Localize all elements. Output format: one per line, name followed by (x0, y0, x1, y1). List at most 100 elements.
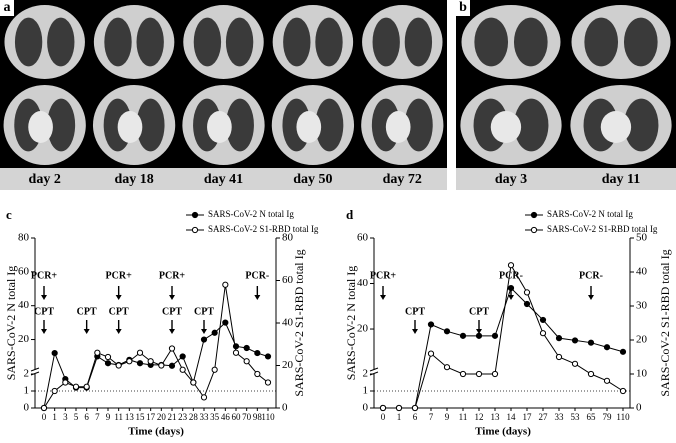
arrow-head (169, 295, 175, 300)
x-tick-label: 6 (413, 412, 418, 422)
arrow-head (412, 329, 418, 334)
ct-lung (14, 17, 43, 67)
annotation: CPT (77, 306, 97, 317)
x-tick-label: 13 (125, 412, 135, 422)
ct-lung (513, 17, 548, 67)
data-point (40, 404, 48, 412)
data-point (427, 350, 435, 357)
ct-lung (372, 17, 400, 67)
x-tick-label: 110 (261, 412, 275, 422)
data-point (587, 339, 595, 346)
arrow-head (41, 329, 47, 334)
legend-label: SARS-CoV-2 S1-RBD total Ig (208, 224, 319, 234)
y-tick-label: 60 (357, 232, 369, 244)
x-tick-label: 11 (114, 412, 123, 422)
day-label: day 72 (383, 172, 422, 187)
ct-heart (28, 111, 53, 143)
data-point (571, 360, 579, 367)
x-tick-label: 0 (381, 412, 386, 422)
y-tick-label: 80 (18, 232, 30, 244)
data-point (190, 379, 197, 386)
ct-lung (136, 17, 164, 67)
data-point (51, 387, 58, 395)
panel-b-tag (456, 0, 470, 16)
data-point (126, 358, 133, 365)
x-tick-label: 9 (106, 412, 111, 422)
x-tick-label: 17 (146, 412, 156, 422)
ct-lung (283, 17, 311, 67)
data-point (491, 332, 499, 339)
data-point (443, 328, 451, 335)
ct-lung (225, 98, 254, 152)
data-point (222, 319, 229, 326)
x-tick-label: 11 (459, 412, 468, 422)
y-tick-label: 20 (357, 323, 369, 335)
ct-heart (385, 111, 411, 143)
x-tick-label: 7 (429, 412, 434, 422)
data-point (104, 360, 112, 367)
data-point (459, 332, 467, 339)
data-point (168, 362, 176, 369)
x-tick-label: 12 (475, 412, 484, 422)
legend-marker (530, 211, 538, 219)
y-tick-label: 40 (18, 299, 30, 311)
ct-lung (136, 98, 165, 152)
x-axis-label: Time (days) (475, 426, 531, 438)
y2-axis-label: SARS-CoV-2 S1-RBD total Ig (658, 249, 672, 396)
annotation: PCR+ (159, 270, 186, 281)
x-tick-label: 1 (397, 412, 402, 422)
y2-tick-label: 50 (636, 232, 648, 244)
day-label: day 11 (602, 172, 641, 187)
x-tick-label: 33 (555, 412, 565, 422)
data-point (136, 349, 144, 356)
axis-break (30, 367, 40, 372)
ct-heart (296, 111, 322, 143)
data-point (475, 370, 483, 378)
data-point (571, 337, 579, 344)
data-point (72, 383, 80, 390)
data-point (491, 370, 499, 378)
data-point (603, 344, 611, 351)
x-tick-label: 3 (63, 412, 68, 422)
data-point (222, 281, 229, 288)
data-point (587, 370, 595, 378)
x-tick-label: 5 (74, 412, 79, 422)
data-point (523, 300, 531, 308)
x-tick-label: 98 (253, 412, 263, 422)
y-axis-label: SARS-CoV-2 N total Ig (4, 266, 18, 381)
data-point (51, 349, 58, 357)
y-tick-label: 60 (18, 265, 30, 277)
panel-label: d (346, 207, 354, 222)
data-point (555, 335, 563, 342)
x-tick-label: 33 (200, 412, 210, 422)
data-point (62, 379, 69, 386)
ct-lung (584, 17, 619, 67)
x-tick-label: 7 (95, 412, 100, 422)
arrow-head (41, 295, 47, 300)
y2-tick-label: 0 (282, 402, 288, 414)
y-tick-label: 2 (24, 368, 30, 380)
y-tick-label: 1 (24, 385, 30, 397)
day-label: day 2 (29, 172, 61, 187)
ct-lung (315, 17, 343, 67)
x-tick-label: 6 (84, 412, 89, 422)
panel-a-strip (0, 168, 447, 190)
annotation: PCR+ (106, 270, 133, 281)
x-tick-label: 65 (587, 412, 597, 422)
x-tick-label: 21 (168, 412, 177, 422)
data-point (603, 377, 611, 384)
arrow-head (201, 329, 207, 334)
arrow-head (254, 295, 261, 300)
data-point (539, 330, 547, 337)
arrow-head (115, 295, 122, 300)
legend-marker (191, 226, 199, 234)
panel-b-strip (456, 168, 676, 190)
data-point (539, 316, 547, 324)
y2-tick-label: 30 (636, 300, 648, 312)
data-point (211, 366, 218, 373)
arrow-head (380, 295, 386, 300)
legend-label: SARS-CoV-2 N total Ig (547, 209, 633, 219)
ct-lung (404, 98, 433, 152)
y-tick-label: 20 (18, 333, 30, 345)
